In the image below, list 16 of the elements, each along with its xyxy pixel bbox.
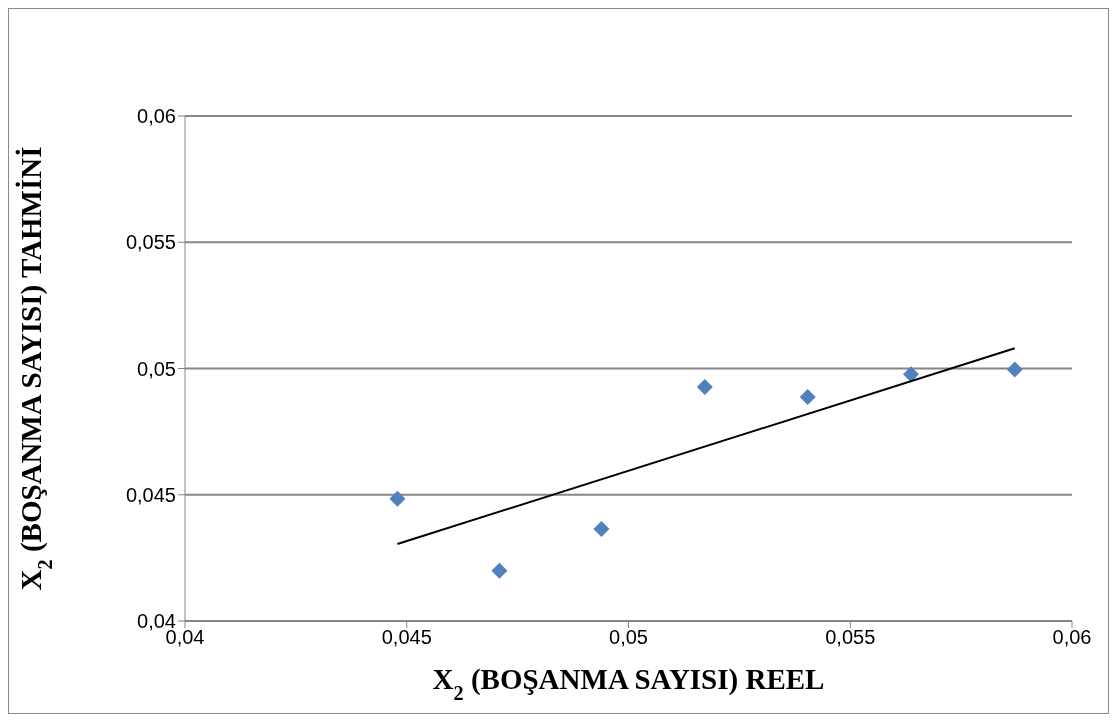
point xyxy=(593,521,610,538)
y-tick-label: 0,055 xyxy=(125,231,176,254)
point xyxy=(389,490,406,507)
x-tick-label: 0,06 xyxy=(1052,626,1092,649)
y-tick-label: 0,06 xyxy=(137,105,176,128)
x-tick-label: 0,055 xyxy=(825,626,876,649)
point xyxy=(491,562,508,579)
point xyxy=(696,378,713,395)
y-tick-label: 0,05 xyxy=(137,357,176,380)
y-tick-label: 0,045 xyxy=(125,483,176,506)
point xyxy=(1006,361,1023,378)
x-axis-title: X$_{2}$ (BOŞANMA SAYISI) REEL xyxy=(432,663,825,704)
x-tick-label: 0,045 xyxy=(381,626,432,649)
x-tick-label: 0,05 xyxy=(609,626,648,649)
point xyxy=(903,366,920,383)
point xyxy=(799,389,816,406)
